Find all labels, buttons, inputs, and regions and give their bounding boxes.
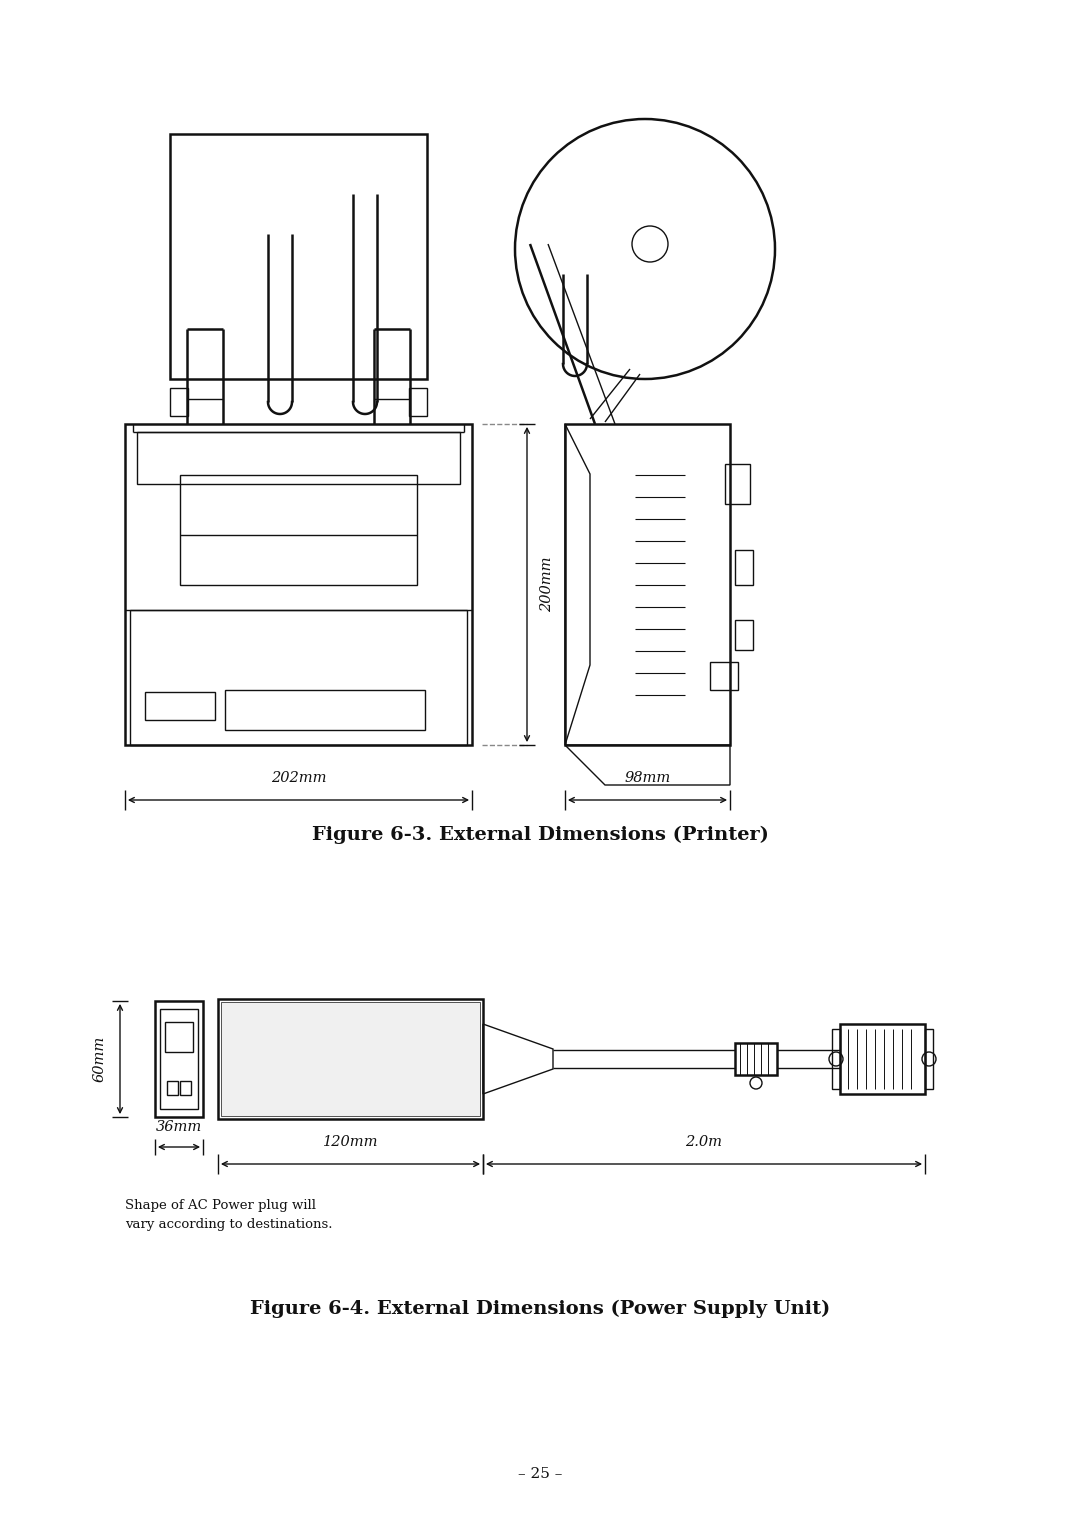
Bar (165, 1021, 193, 1052)
Bar (180, 1081, 191, 1095)
Bar (125, 424, 472, 745)
Bar (565, 424, 730, 745)
Bar (735, 619, 753, 650)
Bar (145, 693, 215, 720)
Bar (137, 433, 460, 485)
Bar (218, 998, 483, 1119)
Text: 2.0m: 2.0m (686, 1135, 723, 1148)
Bar (735, 1043, 777, 1075)
Text: 200mm: 200mm (540, 557, 554, 612)
Bar (180, 476, 417, 586)
Bar (160, 1009, 198, 1109)
Text: – 25 –: – 25 – (517, 1466, 563, 1482)
Text: 60mm: 60mm (93, 1035, 107, 1083)
Bar (832, 1029, 840, 1089)
Bar (735, 550, 753, 586)
Bar (225, 690, 426, 729)
Text: Figure 6-4. External Dimensions (Power Supply Unit): Figure 6-4. External Dimensions (Power S… (249, 1300, 831, 1318)
Bar (170, 135, 427, 379)
Bar (167, 1081, 178, 1095)
Text: 36mm: 36mm (156, 1121, 202, 1135)
Text: 98mm: 98mm (624, 771, 671, 784)
Text: 202mm: 202mm (271, 771, 326, 784)
Text: 120mm: 120mm (323, 1135, 378, 1148)
Bar (725, 463, 750, 505)
Text: Figure 6-3. External Dimensions (Printer): Figure 6-3. External Dimensions (Printer… (311, 826, 769, 844)
Bar (409, 388, 427, 416)
Bar (924, 1029, 933, 1089)
Text: Shape of AC Power plug will
vary according to destinations.: Shape of AC Power plug will vary accordi… (125, 1199, 333, 1231)
Bar (156, 1001, 203, 1118)
Bar (130, 610, 467, 745)
Bar (840, 1024, 924, 1095)
Bar (710, 662, 738, 690)
Bar (170, 388, 188, 416)
Bar (221, 1001, 480, 1116)
